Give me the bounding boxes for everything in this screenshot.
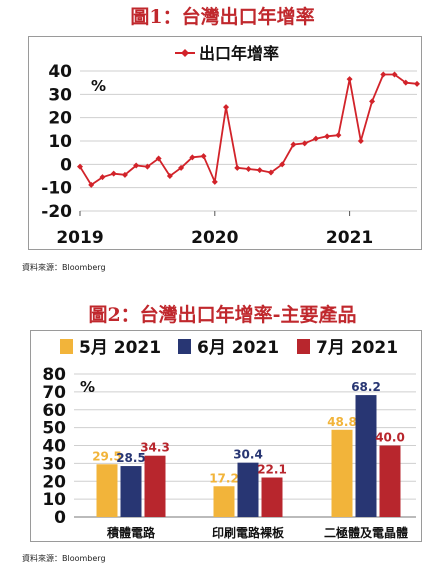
legend-marker — [181, 49, 189, 57]
bar-data-label: 40.0 — [375, 431, 405, 445]
y-tick-label: -20 — [41, 202, 72, 222]
bar-data-label: 30.4 — [233, 448, 263, 462]
data-point — [99, 174, 106, 181]
y-tick-label: 10 — [42, 490, 66, 510]
data-point — [245, 166, 252, 172]
data-point — [133, 162, 140, 169]
bar — [120, 466, 142, 517]
y-tick-label: 50 — [42, 419, 66, 439]
unit-label: % — [80, 378, 95, 396]
bar — [213, 486, 235, 517]
legend-label: 7月 2021 — [316, 338, 398, 358]
bar-data-label: 34.3 — [140, 441, 170, 455]
data-point — [144, 163, 151, 170]
bar — [237, 462, 259, 517]
data-point — [155, 155, 162, 162]
bar — [331, 429, 353, 517]
data-point — [200, 153, 207, 160]
data-point — [346, 76, 353, 83]
data-point — [335, 132, 342, 139]
legend-swatch — [297, 339, 310, 354]
x-category-label: 印刷電路裸板 — [212, 525, 285, 540]
y-tick-label: 10 — [48, 132, 72, 152]
bar-data-label: 29.5 — [92, 449, 122, 463]
data-point — [267, 169, 274, 176]
x-tick-label: 2020 — [191, 228, 238, 248]
bar-data-label: 17.2 — [209, 471, 239, 485]
data-point — [414, 80, 420, 87]
y-tick-label: -10 — [41, 179, 72, 199]
unit-label: % — [91, 77, 106, 95]
bar-data-label: 68.2 — [351, 380, 381, 394]
data-point — [110, 170, 117, 177]
data-point — [290, 141, 297, 148]
y-tick-label: 40 — [42, 437, 66, 457]
data-point — [189, 154, 196, 161]
data-point — [357, 138, 364, 144]
data-point — [234, 164, 241, 171]
x-tick-label: 2019 — [56, 228, 103, 248]
data-point — [223, 104, 230, 111]
y-tick-label: 30 — [48, 85, 72, 105]
y-tick-label: 70 — [42, 383, 66, 403]
data-point — [369, 98, 376, 105]
x-category-label: 二極體及電晶體 — [324, 525, 408, 540]
data-point — [88, 181, 95, 188]
bar — [144, 455, 166, 517]
bar — [261, 477, 283, 517]
y-tick-label: 30 — [42, 454, 66, 474]
legend-swatch — [60, 339, 73, 354]
x-category-label: 積體電路 — [106, 525, 156, 540]
legend-swatch — [178, 339, 191, 354]
line-chart-panel — [28, 36, 422, 250]
figure1-source: 資料來源：Bloomberg — [22, 263, 106, 272]
bar-data-label: 22.1 — [257, 462, 287, 476]
data-point — [402, 79, 409, 86]
line-chart: 40 30 20 10 0 -10 -20 2019 2020 2021% 出口年增率 — [41, 44, 420, 248]
bar — [379, 445, 401, 517]
y-tick-label: 20 — [48, 109, 72, 129]
data-point — [301, 140, 308, 147]
data-point — [121, 171, 128, 178]
bar-data-label: 48.8 — [327, 415, 357, 429]
y-tick-label: 0 — [54, 508, 66, 528]
data-point — [77, 163, 83, 170]
legend-label: 5月 2021 — [79, 338, 161, 358]
y-tick-label: 60 — [42, 401, 66, 421]
bar-data-label: 28.5 — [116, 451, 146, 465]
data-point — [166, 173, 173, 179]
data-point — [312, 135, 319, 142]
data-point — [391, 71, 398, 78]
figure2-title: 圖2：台灣出口年增率-主要產品 — [88, 304, 357, 326]
data-point — [279, 161, 286, 168]
data-point — [380, 71, 387, 78]
bar — [355, 395, 377, 517]
legend-label: 6月 2021 — [197, 338, 279, 358]
y-tick-label: 40 — [48, 62, 72, 82]
legend-label: 出口年增率 — [199, 44, 279, 63]
y-tick-label: 0 — [60, 155, 72, 175]
data-point — [324, 133, 331, 140]
figure2-source: 資料來源：Bloomberg — [22, 554, 106, 563]
y-tick-label: 80 — [42, 365, 66, 385]
data-point — [211, 178, 218, 185]
bar — [96, 464, 118, 517]
y-tick-label: 20 — [42, 472, 66, 492]
data-point — [178, 164, 185, 171]
x-tick-label: 2021 — [326, 228, 373, 248]
figure1-title: 圖1：台灣出口年增率 — [130, 6, 315, 28]
data-point — [256, 167, 263, 174]
